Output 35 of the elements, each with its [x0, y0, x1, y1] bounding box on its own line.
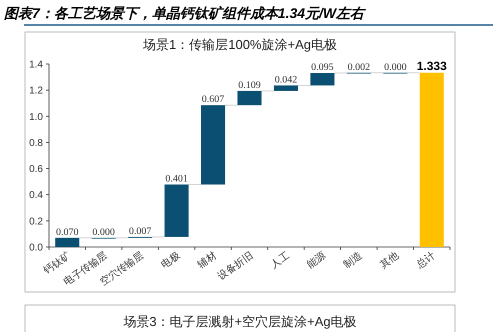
data-label: 0.607: [202, 94, 224, 106]
data-label: 0.007: [128, 226, 152, 237]
data-label: 0.070: [56, 226, 78, 238]
bar: [164, 184, 189, 237]
data-label: 0.042: [274, 74, 298, 86]
data-label: 0.109: [238, 80, 261, 91]
data-label: 0.401: [165, 174, 188, 185]
text: 场景3：电子层溅射+空穴层旋涂+Ag电极: [122, 314, 357, 329]
x-tick-label: 电极: [159, 250, 182, 271]
bar: [310, 73, 334, 86]
y-tick-label: 0.4: [29, 190, 44, 202]
data-label: 0.000: [384, 62, 407, 73]
y-tick-label: 0.6: [29, 164, 44, 176]
chart-title: 场景1：传输层100%旋涂+Ag电极: [142, 37, 337, 52]
x-tick-label: 人工: [268, 250, 292, 271]
y-tick-label: 1.4: [29, 60, 44, 70]
bar: [420, 72, 444, 247]
data-label: 1.333: [416, 58, 448, 73]
y-tick-label: 1.2: [29, 86, 44, 97]
bar: [274, 85, 298, 91]
bar: [201, 105, 226, 185]
bar: [55, 238, 80, 247]
x-tick-label: 能源: [304, 250, 328, 271]
data-label: 0.002: [348, 62, 370, 73]
x-tick-label: 制造: [341, 250, 365, 271]
y-tick-label: 1.0: [29, 112, 44, 123]
text: 图表7：各工艺场景下，单晶钙钛矿组件成本1.34元/W左右: [4, 5, 368, 21]
y-tick-label: 0.0: [29, 242, 44, 254]
y-tick-label: 0.2: [29, 216, 44, 228]
x-tick-label: 总计: [413, 250, 438, 272]
data-label: 0.095: [311, 62, 334, 74]
y-tick-label: 0.8: [29, 138, 44, 149]
data-label: 0.000: [92, 226, 115, 238]
bar: [237, 90, 262, 106]
x-tick-label: 其他: [378, 250, 402, 271]
